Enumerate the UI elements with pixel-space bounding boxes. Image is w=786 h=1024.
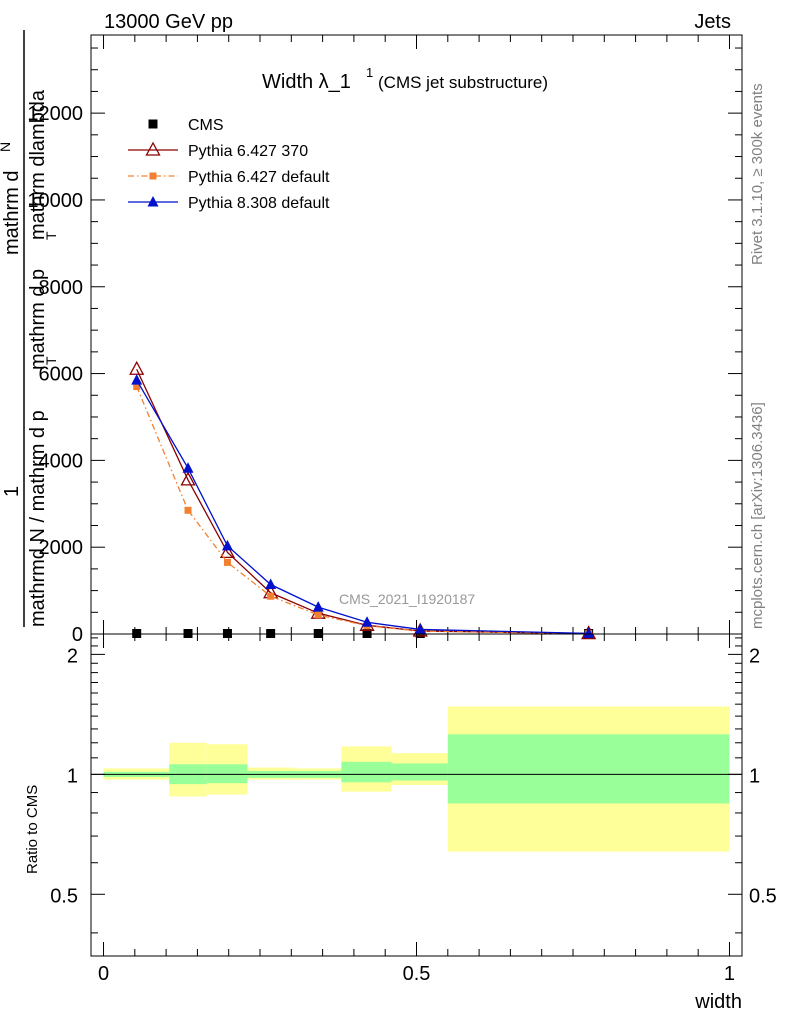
ratio-ytick-label-right: 1 [749, 765, 760, 787]
rivet-label: Rivet 3.1.10, ≥ 300k events [749, 83, 766, 265]
main-ytick-label: 8000 [39, 277, 84, 299]
data-point [184, 506, 192, 514]
main-ytick-label: 4000 [39, 450, 84, 472]
ylabel-denominator-b: mathrm d p [27, 269, 49, 370]
data-point [267, 592, 275, 600]
main-ytick-label: 0 [72, 624, 83, 646]
ylabel-denominator-a: mathrmd N / mathrm d p [27, 410, 49, 627]
ratio-ytick-label: 0.5 [50, 885, 78, 907]
legend-marker [148, 119, 158, 129]
ylabel-sub-t-1: T [43, 356, 59, 365]
legend-marker [149, 172, 157, 180]
ratio-band-green [206, 764, 248, 784]
chart-title-sup: 1 [366, 65, 373, 80]
main-ylabel: 1 mathrm d N mathrmd N / mathrm d p T ma… [0, 30, 59, 627]
ratio-ylabel: Ratio to CMS [24, 785, 41, 874]
ratio-band-green [447, 734, 730, 804]
xtick-label: 0 [98, 963, 109, 985]
main-ytick-label: 6000 [39, 364, 84, 386]
ylabel-one: 1 [1, 486, 23, 497]
legend-entry: Pythia 6.427 default [128, 169, 330, 186]
ylabel-mathrm-d: mathrm d [1, 171, 23, 255]
ylabel-n: N [0, 142, 13, 152]
legend-entry: Pythia 8.308 default [128, 195, 330, 212]
legend-label: Pythia 8.308 default [188, 195, 330, 212]
series-line [136, 386, 589, 635]
legend-marker [145, 141, 161, 156]
ratio-ytick-label: 1 [67, 765, 78, 787]
header-left: 13000 GeV pp [104, 11, 233, 33]
data-point [182, 462, 194, 473]
chart-title: Width λ_1 [262, 71, 351, 93]
ratio-band-green [341, 761, 392, 783]
main-ytick-label: 10000 [27, 190, 83, 212]
main-ytick-label: 12000 [27, 103, 83, 125]
data-point [221, 539, 233, 551]
legend-entry: Pythia 6.427 370 [128, 141, 308, 160]
mcplots-label: mcplots.cern.ch [arXiv:1306.3436] [749, 402, 766, 629]
ratio-panel: 0.5 0.5 1 1 2 2 0 0.5 1 width [50, 633, 777, 1013]
analysis-watermark: CMS_2021_I1920187 [339, 591, 475, 607]
legend-marker [147, 196, 159, 207]
ratio-ytick-label-right: 2 [749, 645, 760, 667]
data-point [223, 558, 231, 566]
data-point [314, 611, 322, 619]
ylabel-denominator-c: mathrm dlambda [27, 89, 49, 240]
series-pythia-8-308-default [131, 374, 595, 638]
legend-entry: CMS [148, 117, 224, 134]
main-ytick-label: 2000 [39, 537, 84, 559]
ylabel-sub-t-2: T [43, 231, 59, 240]
data-point [265, 578, 277, 590]
x-axis-label: width [694, 991, 742, 1013]
data-point [131, 374, 143, 385]
main-panel: 0 2000 4000 6000 8000 10000 12000 Width λ_1 1 (CM… [27, 34, 743, 646]
ratio-band-green [391, 763, 448, 781]
header-right: Jets [694, 11, 731, 33]
data-point [180, 471, 196, 486]
data-point [129, 360, 145, 375]
data-point [312, 601, 324, 612]
ratio-ytick-label-right: 0.5 [749, 885, 777, 907]
data-point [219, 544, 236, 559]
legend-label: CMS [188, 117, 224, 134]
data-point [583, 627, 595, 638]
xtick-label: 1 [724, 963, 735, 985]
data-point [414, 623, 426, 634]
ratio-ytick-label: 2 [67, 645, 78, 667]
legend-label: Pythia 6.427 370 [188, 143, 308, 160]
series-line [136, 368, 589, 635]
xtick-label: 0.5 [403, 963, 431, 985]
data-point [133, 383, 141, 391]
data-point [361, 616, 373, 627]
chart-subtitle: (CMS jet substructure) [378, 73, 548, 92]
series-line [136, 379, 589, 634]
legend-label: Pythia 6.427 default [188, 169, 330, 186]
